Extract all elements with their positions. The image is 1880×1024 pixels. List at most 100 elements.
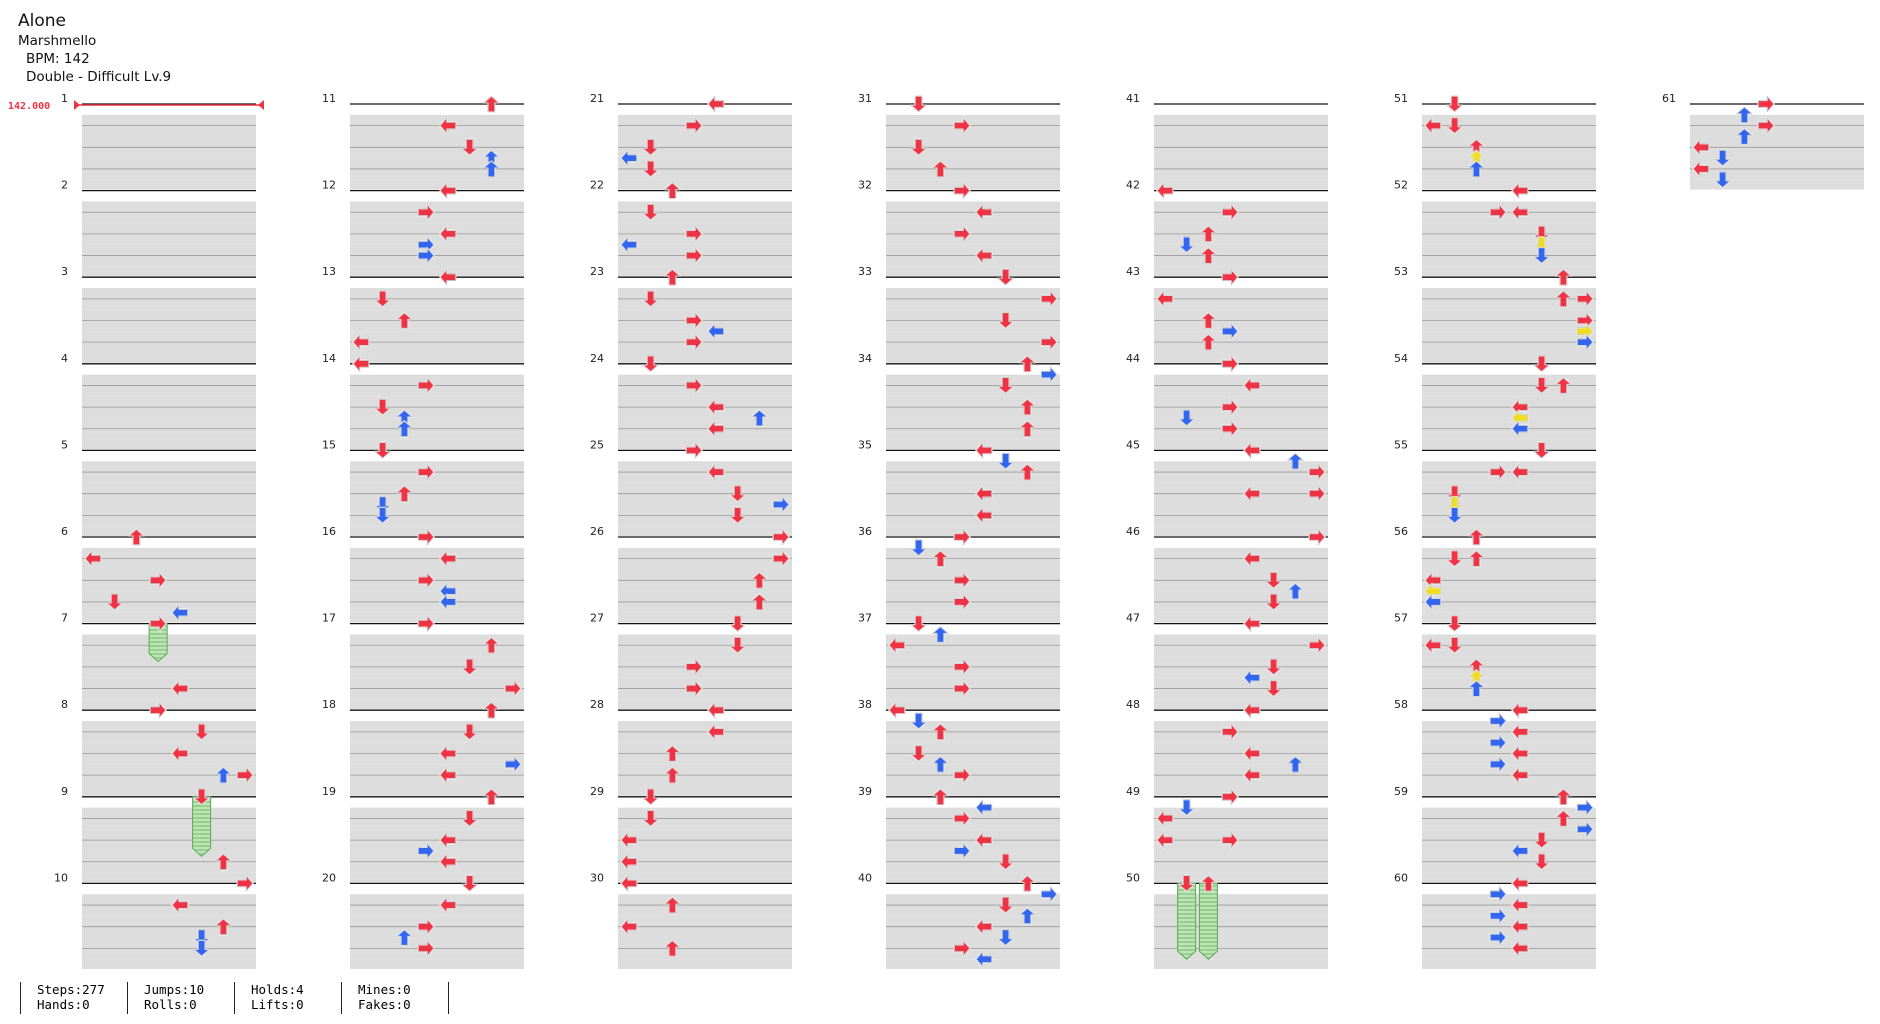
arrow-right-note (685, 311, 703, 330)
arrow-left-note (707, 322, 725, 340)
arrow-left-note (620, 874, 638, 893)
arrow-right-note (953, 939, 971, 958)
arrow-up-note (1018, 463, 1037, 481)
arrow-up-note (931, 788, 950, 806)
measure-number: 54 (1394, 352, 1408, 365)
arrow-right-note (772, 549, 790, 568)
arrow-right-note (236, 874, 254, 893)
measure-number: 56 (1394, 525, 1408, 538)
beat-band (1422, 959, 1596, 969)
beat-band (1422, 612, 1596, 623)
stat-lifts: Lifts:0 (251, 997, 304, 1012)
measure-42 (1154, 189, 1328, 277)
arrow-down-note (1445, 550, 1464, 568)
arrow-left-note (888, 636, 906, 654)
measure-30 (618, 882, 792, 969)
arrow-left-note (439, 549, 457, 568)
arrow-down-note (1445, 95, 1464, 113)
arrow-right-note (772, 528, 790, 546)
measure-24 (618, 363, 792, 450)
arrow-up-note (1199, 874, 1218, 893)
arrow-right-note (1221, 398, 1239, 416)
arrow-right-note (953, 571, 971, 589)
arrow-up-note (663, 766, 682, 784)
arrow-left-note (1243, 614, 1261, 633)
arrow-down-note (1532, 853, 1551, 871)
measure-number: 45 (1126, 438, 1140, 451)
arrow-left-note (352, 333, 370, 351)
measure-41 (1154, 103, 1328, 190)
arrow-right-note (1221, 420, 1239, 438)
arrow-up-note (1199, 225, 1218, 243)
arrow-left-note (620, 236, 638, 254)
measure-number: 61 (1662, 92, 1676, 105)
measure-8 (82, 709, 256, 796)
arrow-left-note (1424, 116, 1442, 135)
arrow-right-note (772, 495, 790, 514)
measure-18 (350, 709, 524, 796)
arrow-right-note (1757, 95, 1775, 113)
stat-jumps: Jumps:10 (144, 982, 205, 997)
arrow-left-note (171, 604, 189, 622)
arrow-left-note (1156, 831, 1174, 849)
measure-4 (82, 363, 256, 450)
arrow-right-note (1576, 820, 1594, 838)
arrow-left-note (1243, 766, 1261, 784)
measure-17 (350, 622, 524, 710)
arrow-down-note (373, 290, 392, 308)
measure-16 (350, 536, 524, 623)
arrow-down-note (1532, 246, 1551, 265)
stat-rolls: Rolls:0 (144, 997, 197, 1012)
arrow-left-note (707, 420, 725, 438)
measure-43 (1154, 276, 1328, 363)
measure-28 (618, 709, 792, 796)
arrow-right-note (504, 755, 522, 773)
measure-51 (1422, 103, 1596, 190)
arrow-left-note (439, 181, 457, 200)
arrow-down-note (105, 593, 124, 611)
arrow-left-note (707, 723, 725, 741)
arrow-down-note (909, 712, 928, 730)
measure-10 (82, 882, 256, 969)
measure-number: 28 (590, 698, 604, 711)
arrow-down-note (192, 939, 211, 957)
measure-26 (618, 536, 792, 623)
arrow-left-note (171, 679, 189, 698)
arrow-right-note (149, 614, 167, 633)
arrow-up-note (1199, 246, 1218, 265)
arrow-left-note (1511, 896, 1529, 914)
arrow-right-note (1308, 463, 1326, 481)
arrow-right-note (953, 766, 971, 784)
beat-band (618, 959, 792, 969)
measure-number: 13 (322, 265, 336, 278)
measure-5 (82, 449, 256, 536)
arrow-up-note (214, 766, 233, 784)
arrow-up-note (1286, 452, 1305, 470)
measure-12 (350, 189, 524, 277)
stats-col-jumps: Jumps:10 Rolls:0 (127, 982, 234, 1014)
arrow-left-note (1692, 160, 1710, 178)
beat-band (618, 439, 792, 450)
arrow-right-note (685, 225, 703, 243)
arrow-up-note (663, 182, 682, 200)
arrow-down-note (996, 452, 1015, 470)
stats-end-divider (448, 982, 449, 1014)
beat-band (618, 179, 792, 190)
arrow-up-note (1286, 582, 1305, 600)
stat-mines: Mines:0 (358, 982, 411, 997)
beat-band (82, 612, 256, 623)
arrow-up-note (482, 788, 501, 806)
arrow-up-note (663, 744, 682, 763)
beat-band (82, 526, 256, 536)
arrow-up-note (931, 550, 950, 568)
beat-band (1422, 352, 1596, 363)
measure-14 (350, 363, 524, 450)
beat-band (1690, 179, 1864, 190)
beat-band (1422, 526, 1596, 536)
arrow-right-note (417, 614, 435, 633)
arrow-up-note (750, 409, 769, 427)
arrow-down-note (373, 506, 392, 524)
stat-steps: Steps:277 (37, 982, 105, 997)
arrow-left-note (439, 593, 457, 611)
beat-band (350, 439, 524, 450)
